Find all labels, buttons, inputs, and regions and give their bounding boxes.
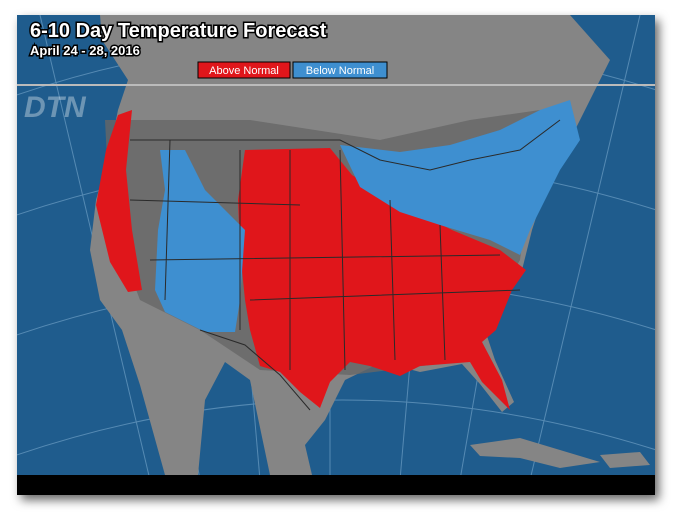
islands	[470, 438, 650, 468]
title: 6-10 Day Temperature Forecast	[30, 20, 327, 42]
borders	[129, 119, 561, 411]
below-normal-region	[155, 150, 245, 332]
legend-label: Above Normal	[209, 65, 279, 77]
above-normal-region	[238, 148, 526, 410]
legend: Above Normal Below Normal	[197, 61, 388, 79]
subtitle: April 24 - 28, 2016	[30, 43, 140, 58]
legend-swatch	[197, 61, 291, 79]
watermark: DTN	[24, 91, 87, 124]
legend-label: Below Normal	[306, 65, 374, 77]
below-normal-region	[340, 100, 580, 255]
legend-swatch	[292, 61, 388, 79]
map: DTN	[17, 15, 655, 475]
above-normal-region	[96, 110, 142, 292]
